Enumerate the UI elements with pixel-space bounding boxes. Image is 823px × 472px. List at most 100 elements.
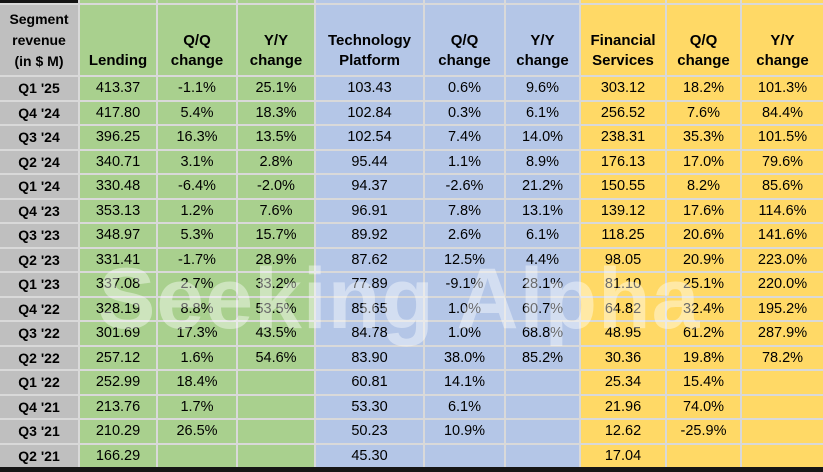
table-cell: 1.7% <box>158 395 236 418</box>
table-cell: 337.08 <box>80 273 156 296</box>
table-cell: 61.2% <box>667 322 740 345</box>
table-cell <box>506 371 579 394</box>
top-edge-sliver <box>158 0 236 3</box>
top-edge-sliver <box>238 0 314 3</box>
table-cell: 6.1% <box>506 101 579 124</box>
table-cell: 8.9% <box>506 150 579 173</box>
table-cell: 95.44 <box>316 150 423 173</box>
row-label: Q3 '22 <box>0 322 78 345</box>
table-cell: 25.34 <box>581 371 665 394</box>
table-cell: 21.2% <box>506 175 579 198</box>
table-cell: 3.1% <box>158 150 236 173</box>
table-cell: 18.3% <box>238 101 314 124</box>
table-cell: 287.9% <box>742 322 823 345</box>
table-cell: 103.43 <box>316 77 423 100</box>
table-cell: 330.48 <box>80 175 156 198</box>
row-label: Q4 '23 <box>0 199 78 222</box>
table-cell: 18.2% <box>667 77 740 100</box>
row-label: Q3 '21 <box>0 420 78 443</box>
table-cell: 64.82 <box>581 297 665 320</box>
row-label: Q1 '23 <box>0 273 78 296</box>
table-cell: 78.2% <box>742 346 823 369</box>
bottom-edge-bar <box>0 467 823 472</box>
table-cell: 396.25 <box>80 126 156 149</box>
table-cell: 79.6% <box>742 150 823 173</box>
table-cell: 417.80 <box>80 101 156 124</box>
table-cell <box>506 395 579 418</box>
table-cell: -1.1% <box>158 77 236 100</box>
table-cell: 195.2% <box>742 297 823 320</box>
table-cell: 238.31 <box>581 126 665 149</box>
table-cell: 60.7% <box>506 297 579 320</box>
table-cell: 28.9% <box>238 248 314 271</box>
table-cell: 257.12 <box>80 346 156 369</box>
table-cell <box>425 444 504 467</box>
table-cell: 413.37 <box>80 77 156 100</box>
column-header-financial-services: Financial Services <box>581 5 665 75</box>
table-cell: 43.5% <box>238 322 314 345</box>
table-cell: 50.23 <box>316 420 423 443</box>
column-header-technology-platform-yy-change: Y/Y change <box>506 5 579 75</box>
column-header-technology-platform-qq-change: Q/Q change <box>425 5 504 75</box>
table-cell <box>158 444 236 467</box>
top-edge-sliver <box>425 0 504 3</box>
table-cell: 220.0% <box>742 273 823 296</box>
table-cell: 1.6% <box>158 346 236 369</box>
table-cell: 17.3% <box>158 322 236 345</box>
table-cell: 5.4% <box>158 101 236 124</box>
table-cell: 20.6% <box>667 224 740 247</box>
table-cell: 0.6% <box>425 77 504 100</box>
table-cell <box>667 444 740 467</box>
table-cell <box>238 371 314 394</box>
top-edge-sliver <box>742 0 823 3</box>
table-cell: 101.5% <box>742 126 823 149</box>
table-cell: -2.0% <box>238 175 314 198</box>
column-header-lending: Lending <box>80 5 156 75</box>
table-cell: 6.1% <box>506 224 579 247</box>
table-cell: 45.30 <box>316 444 423 467</box>
table-cell: 303.12 <box>581 77 665 100</box>
table-cell: 15.7% <box>238 224 314 247</box>
table-cell: 81.10 <box>581 273 665 296</box>
table-cell: -25.9% <box>667 420 740 443</box>
table-cell: 1.0% <box>425 297 504 320</box>
table-cell: 25.1% <box>238 77 314 100</box>
table-cell: -6.4% <box>158 175 236 198</box>
corner-header: Segment revenue (in $ M) <box>0 5 78 75</box>
table-cell <box>506 444 579 467</box>
table-cell: 33.2% <box>238 273 314 296</box>
table-cell: 85.6% <box>742 175 823 198</box>
table-cell: 150.55 <box>581 175 665 198</box>
table-cell: 2.8% <box>238 150 314 173</box>
table-cell <box>742 444 823 467</box>
table-cell: 35.3% <box>667 126 740 149</box>
table-cell: 9.6% <box>506 77 579 100</box>
table-cell: 7.6% <box>667 101 740 124</box>
table-cell: 14.1% <box>425 371 504 394</box>
table-cell: 12.62 <box>581 420 665 443</box>
table-cell: 17.6% <box>667 199 740 222</box>
table-cell: 139.12 <box>581 199 665 222</box>
table-cell <box>238 395 314 418</box>
table-cell: 18.4% <box>158 371 236 394</box>
table-cell: 48.95 <box>581 322 665 345</box>
table-cell: 77.89 <box>316 273 423 296</box>
table-cell: 348.97 <box>80 224 156 247</box>
table-cell: 102.84 <box>316 101 423 124</box>
top-edge-sliver <box>316 0 423 3</box>
table-cell: 331.41 <box>80 248 156 271</box>
row-label: Q2 '22 <box>0 346 78 369</box>
table-cell: 28.1% <box>506 273 579 296</box>
table-cell: 223.0% <box>742 248 823 271</box>
row-label: Q4 '24 <box>0 101 78 124</box>
table-cell: 12.5% <box>425 248 504 271</box>
table-cell: 353.13 <box>80 199 156 222</box>
table-cell: 19.8% <box>667 346 740 369</box>
table-cell: 7.4% <box>425 126 504 149</box>
table-cell: 8.2% <box>667 175 740 198</box>
table-cell: 54.6% <box>238 346 314 369</box>
table-cell: 4.4% <box>506 248 579 271</box>
table-cell: 210.29 <box>80 420 156 443</box>
table-cell <box>238 420 314 443</box>
